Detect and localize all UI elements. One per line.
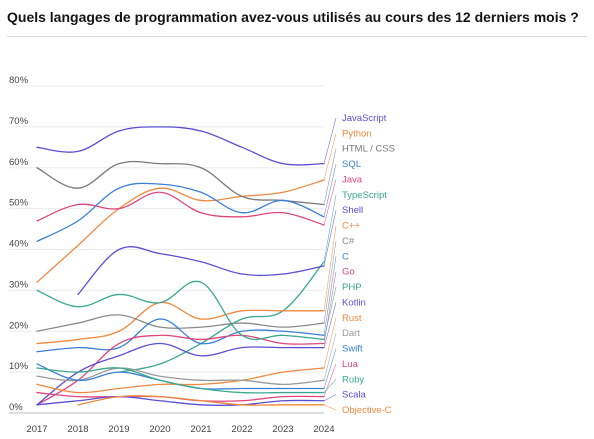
label-connector-c <box>323 240 337 324</box>
y-tick-label: 40% <box>9 239 29 250</box>
label-connector-objective-c <box>323 404 337 411</box>
y-tick-label: 70% <box>9 116 29 127</box>
label-connector-kotlin <box>323 302 337 348</box>
label-connector-typescript <box>323 194 337 262</box>
series-line-c <box>36 301 325 345</box>
series-line-c <box>36 318 325 353</box>
label-connector-rust <box>323 317 337 369</box>
label-connector-dart <box>323 333 337 381</box>
series-label-ruby: Ruby <box>342 374 364 385</box>
label-connector-ruby <box>323 379 337 393</box>
series-label-typescript: TypeScript <box>342 190 387 201</box>
series-line-kotlin <box>36 342 325 406</box>
label-connector-php <box>323 286 337 340</box>
label-connector-html-css <box>323 148 337 205</box>
series-line-go <box>36 334 325 406</box>
series-label-scala: Scala <box>342 390 366 401</box>
series-line-sql <box>36 182 325 242</box>
series-label-c: C++ <box>342 221 360 232</box>
label-connector-java <box>323 179 337 226</box>
y-tick-label: 80% <box>9 75 29 86</box>
x-tick-label: 2020 <box>149 424 170 435</box>
series-label-php: PHP <box>342 282 362 293</box>
label-connector-scala <box>323 394 337 402</box>
series-line-dart <box>36 367 325 386</box>
series-line-python <box>36 179 325 283</box>
y-tick-label: 10% <box>9 361 29 372</box>
series-label-objective-c: Objective-C <box>342 405 392 416</box>
y-tick-label: 30% <box>9 279 29 290</box>
series-label-rust: Rust <box>342 313 362 324</box>
series-line-javascript <box>36 126 325 166</box>
title-divider <box>7 36 587 37</box>
x-tick-label: 2019 <box>108 424 129 435</box>
series-line-c <box>36 314 325 332</box>
x-tick-label: 2022 <box>231 424 252 435</box>
y-tick-label: 50% <box>9 198 29 209</box>
gridlines <box>9 85 324 414</box>
series-label-shell: Shell <box>342 205 363 216</box>
series-line-typescript <box>118 261 325 373</box>
series-line-scala <box>36 396 325 407</box>
chart-title: Quels langages de programmation avez-vou… <box>7 9 579 25</box>
series-lines <box>36 126 325 407</box>
label-connector-c <box>323 225 337 311</box>
label-connector-javascript <box>323 117 337 164</box>
series-label-c: C# <box>342 236 355 247</box>
label-connector-sql <box>323 164 337 217</box>
y-tick-label: 20% <box>9 320 29 331</box>
series-label-html-css: HTML / CSS <box>342 144 395 155</box>
series-label-python: Python <box>342 128 372 139</box>
x-tick-label: 2018 <box>67 424 88 435</box>
label-connector-c <box>323 256 337 336</box>
series-label-lua: Lua <box>342 359 359 370</box>
series-label-java: Java <box>342 174 363 185</box>
label-connector-lua <box>323 363 337 397</box>
y-tick-label: 60% <box>9 157 29 168</box>
label-connector-shell <box>323 210 337 266</box>
series-label-kotlin: Kotlin <box>342 297 366 308</box>
series-label-sql: SQL <box>342 159 361 170</box>
x-tick-label: 2024 <box>313 424 334 435</box>
x-axis: 2017 2018 2019 2020 2021 2022 2023 2024 <box>26 424 334 435</box>
label-connector-swift <box>323 348 337 389</box>
series-label-c: C <box>342 251 349 262</box>
series-labels: JavaScript Python HTML / CSS SQL Java TypeScr… <box>323 113 395 416</box>
series-label-go: Go <box>342 267 355 278</box>
x-tick-label: 2021 <box>190 424 211 435</box>
series-label-swift: Swift <box>342 344 363 355</box>
series-line-objective-c <box>77 395 325 406</box>
series-line-ruby <box>36 367 325 394</box>
label-connector-python <box>323 133 337 181</box>
y-axis: 0% 10% 20% 30% 40% 50% 60% 70% 80% <box>9 75 29 413</box>
series-line-php <box>36 280 325 341</box>
series-label-dart: Dart <box>342 328 360 339</box>
series-line-shell <box>77 246 325 296</box>
series-line-java <box>36 191 325 226</box>
x-tick-label: 2017 <box>26 424 47 435</box>
series-label-javascript: JavaScript <box>342 113 387 124</box>
x-tick-label: 2023 <box>272 424 293 435</box>
y-tick-label: 0% <box>9 402 23 413</box>
